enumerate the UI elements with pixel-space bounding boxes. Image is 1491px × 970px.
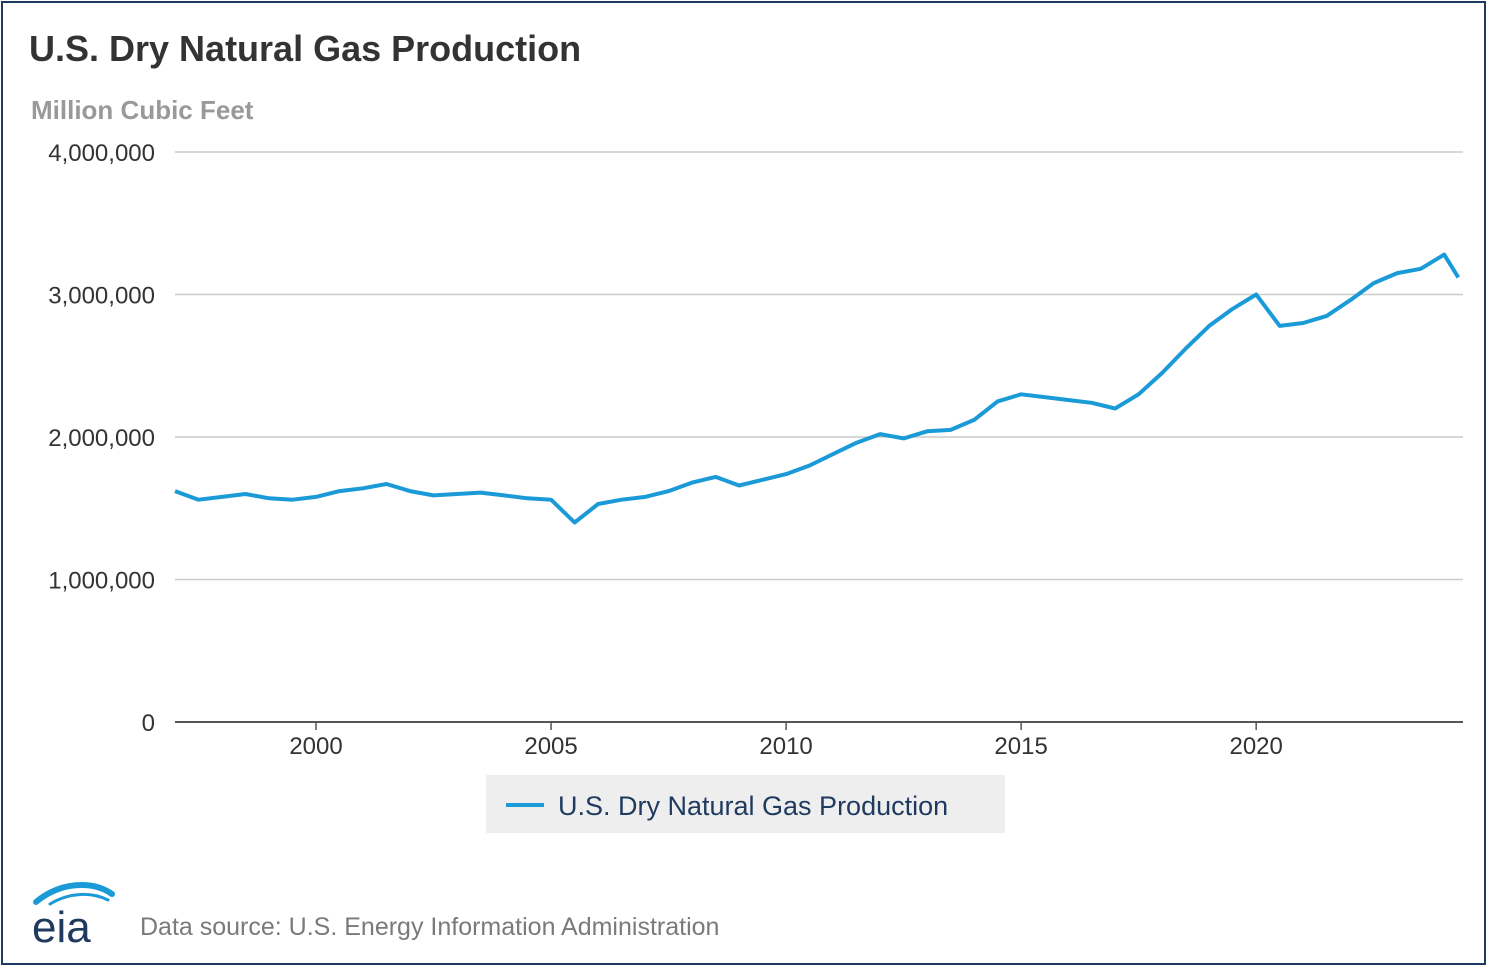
legend-label: U.S. Dry Natural Gas Production — [558, 791, 949, 821]
x-tick-label: 2020 — [1229, 733, 1282, 760]
legend-swatch — [506, 803, 544, 807]
chart-title: U.S. Dry Natural Gas Production — [29, 28, 582, 69]
series-group — [174, 252, 1461, 525]
y-tick-label: 3,000,000 — [48, 283, 155, 310]
y-tick-label: 2,000,000 — [48, 425, 155, 452]
y-axis-unit-label: Million Cubic Feet — [31, 95, 254, 125]
x-tick-labels: 2000 2005 2010 2015 2020 — [289, 722, 1283, 760]
x-tick-label: 2000 — [289, 733, 342, 760]
data-source-note: Data source: U.S. Energy Information Adm… — [140, 913, 720, 941]
grid-lines — [175, 151, 1463, 723]
y-tick-label: 1,000,000 — [48, 568, 155, 595]
legend[interactable]: U.S. Dry Natural Gas Production — [486, 775, 1005, 833]
y-tick-label: 0 — [142, 710, 155, 737]
x-tick-label: 2005 — [524, 733, 577, 760]
series-line — [174, 252, 1461, 525]
y-tick-label: 4,000,000 — [48, 140, 155, 167]
y-tick-labels: 0 1,000,000 2,000,000 3,000,000 4,000,000 — [48, 140, 155, 737]
eia-logo: eia — [32, 882, 115, 950]
logo-text: eia — [32, 903, 91, 950]
x-tick-label: 2015 — [994, 733, 1047, 760]
x-tick-label: 2010 — [759, 733, 812, 760]
